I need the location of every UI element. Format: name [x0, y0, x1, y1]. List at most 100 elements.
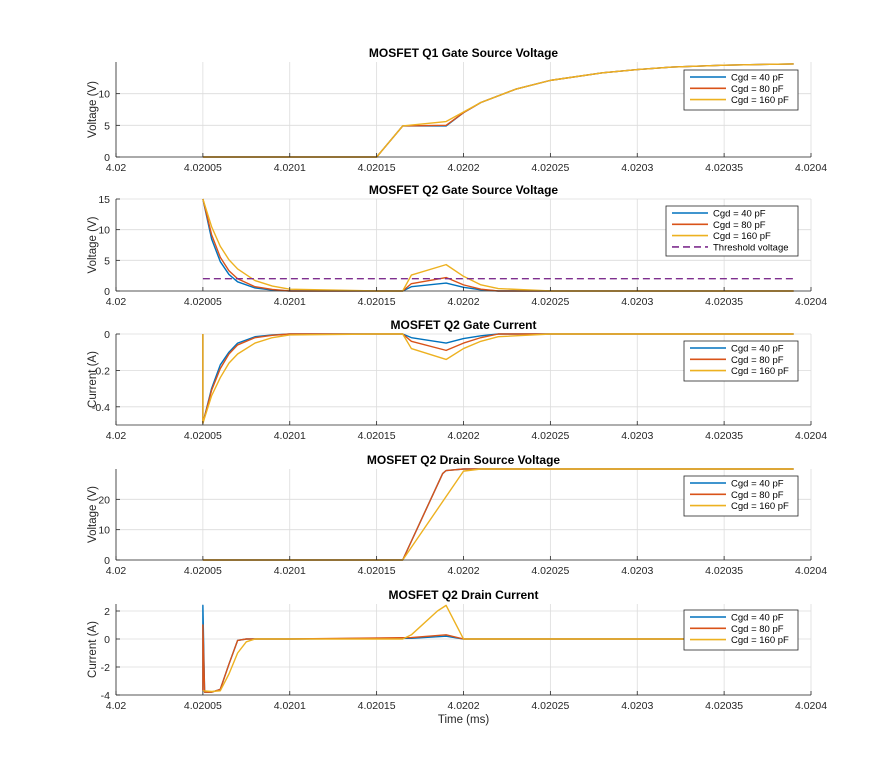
legend-entry-label: Cgd = 80 pF: [713, 220, 766, 231]
subplot-3: 4.02 4.02005 4.0201 4.02015 4.0202 4.02025 4.0…: [87, 318, 827, 442]
legend-entry-label: Cgd = 80 pF: [731, 84, 784, 95]
legend-entry-label: Cgd = 160 pF: [731, 95, 789, 106]
x-tick-label: 4.0204: [795, 430, 827, 442]
y-axis-label: Voltage (V): [87, 216, 99, 273]
x-tick-label: 4.0204: [795, 565, 827, 577]
series-group: [202, 333, 794, 424]
y-tick-label: 0: [104, 152, 110, 164]
subplot-title: MOSFET Q2 Gate Current: [390, 318, 536, 332]
x-tick-label: 4.0202: [447, 296, 479, 308]
x-tick-label: 4.02005: [184, 430, 222, 442]
series-line-2: [202, 333, 794, 424]
legend-entry-label: Cgd = 160 pF: [731, 635, 789, 646]
legend-entry-label: Cgd = 40 pF: [731, 613, 784, 624]
series-line-3: [202, 333, 794, 424]
x-tick-label: 4.02035: [705, 565, 743, 577]
y-tick-label: 5: [104, 120, 110, 132]
x-tick-label: 4.02035: [705, 700, 743, 712]
x-tick-label: 4.0201: [274, 565, 306, 577]
series-line-3: [202, 604, 794, 693]
legend-entry-label: Threshold voltage: [713, 242, 789, 253]
subplot-title: MOSFET Q2 Gate Source Voltage: [369, 183, 558, 197]
x-tick-label: 4.02035: [705, 296, 743, 308]
y-tick-label: 0: [104, 634, 110, 646]
subplot-2: 4.02 4.02005 4.0201 4.02015 4.0202 4.02025 4.0…: [87, 183, 827, 308]
x-tick-label: 4.0203: [621, 700, 653, 712]
subplot-5: 4.02 4.02005 4.0201 4.02015 4.0202 4.02025 4.0…: [87, 588, 827, 712]
y-tick-label: 5: [104, 255, 110, 267]
x-tick-label: 4.02005: [184, 162, 222, 174]
series-line-3: [202, 63, 794, 158]
x-tick-label: 4.02: [106, 565, 127, 577]
y-tick-label: 10: [98, 89, 110, 101]
legend-entry-label: Cgd = 80 pF: [731, 355, 784, 366]
y-axis-label: Voltage (V): [87, 486, 99, 543]
series-group: [202, 604, 794, 693]
y-tick-label: 2: [104, 606, 110, 618]
y-tick-label: -2: [101, 662, 110, 674]
x-tick-label: 4.02015: [358, 430, 396, 442]
legend-entry-label: Cgd = 40 pF: [731, 73, 784, 84]
x-tick-label: 4.02025: [531, 700, 569, 712]
y-tick-label: 10: [98, 225, 110, 237]
legend-entry-label: Cgd = 160 pF: [713, 231, 771, 242]
x-tick-label: 4.02015: [358, 565, 396, 577]
series-group: [202, 63, 794, 158]
x-tick-label: 4.0202: [447, 565, 479, 577]
y-tick-label: -4: [101, 690, 110, 702]
x-tick-label: 4.0203: [621, 296, 653, 308]
subplot-title: MOSFET Q1 Gate Source Voltage: [369, 46, 558, 60]
legend-entry-label: Cgd = 160 pF: [731, 501, 789, 512]
subplot-1: 4.02 4.02005 4.0201 4.02015 4.0202 4.02025 4.0…: [87, 46, 827, 174]
x-tick-label: 4.02005: [184, 296, 222, 308]
x-tick-label: 4.02025: [531, 565, 569, 577]
x-tick-label: 4.0204: [795, 700, 827, 712]
y-tick-label: 0: [104, 286, 110, 298]
legend-entry-label: Cgd = 80 pF: [731, 490, 784, 501]
y-tick-label: 0: [104, 555, 110, 567]
x-tick-label: 4.0201: [274, 430, 306, 442]
y-tick-label: 10: [98, 525, 110, 537]
y-tick-label: -0.2: [92, 365, 110, 377]
legend-entry-label: Cgd = 80 pF: [731, 624, 784, 635]
x-tick-label: 4.0203: [621, 565, 653, 577]
y-axis-label: Voltage (V): [87, 81, 99, 138]
x-tick-label: 4.0203: [621, 430, 653, 442]
subplot-title: MOSFET Q2 Drain Current: [388, 588, 538, 602]
x-tick-label: 4.0203: [621, 162, 653, 174]
legend-entry-label: Cgd = 40 pF: [731, 479, 784, 490]
subplot-4: 4.02 4.02005 4.0201 4.02015 4.0202 4.02025 4.0…: [87, 453, 827, 577]
x-tick-label: 4.0202: [447, 430, 479, 442]
subplot-title: MOSFET Q2 Drain Source Voltage: [367, 453, 560, 467]
x-tick-label: 4.0204: [795, 296, 827, 308]
x-tick-label: 4.02005: [184, 565, 222, 577]
x-tick-label: 4.0204: [795, 162, 827, 174]
x-tick-label: 4.0202: [447, 162, 479, 174]
legend-entry-label: Cgd = 160 pF: [731, 366, 789, 377]
y-tick-label: -0.4: [92, 402, 110, 414]
x-tick-label: 4.02025: [531, 430, 569, 442]
x-tick-label: 4.02025: [531, 162, 569, 174]
y-tick-label: 15: [98, 194, 110, 206]
x-tick-label: 4.02005: [184, 700, 222, 712]
x-axis-label: Time (ms): [438, 714, 489, 726]
x-tick-label: 4.02015: [358, 162, 396, 174]
y-tick-label: 20: [98, 494, 110, 506]
y-tick-label: 0: [104, 329, 110, 341]
x-tick-label: 4.0201: [274, 162, 306, 174]
series-line-2: [202, 624, 794, 693]
x-tick-label: 4.02025: [531, 296, 569, 308]
x-tick-label: 4.02035: [705, 162, 743, 174]
x-tick-label: 4.02: [106, 430, 127, 442]
x-tick-label: 4.02: [106, 700, 127, 712]
x-tick-label: 4.0201: [274, 700, 306, 712]
x-tick-label: 4.0202: [447, 700, 479, 712]
x-tick-label: 4.02035: [705, 430, 743, 442]
y-axis-label: Current (A): [87, 621, 99, 678]
x-tick-label: 4.0201: [274, 296, 306, 308]
